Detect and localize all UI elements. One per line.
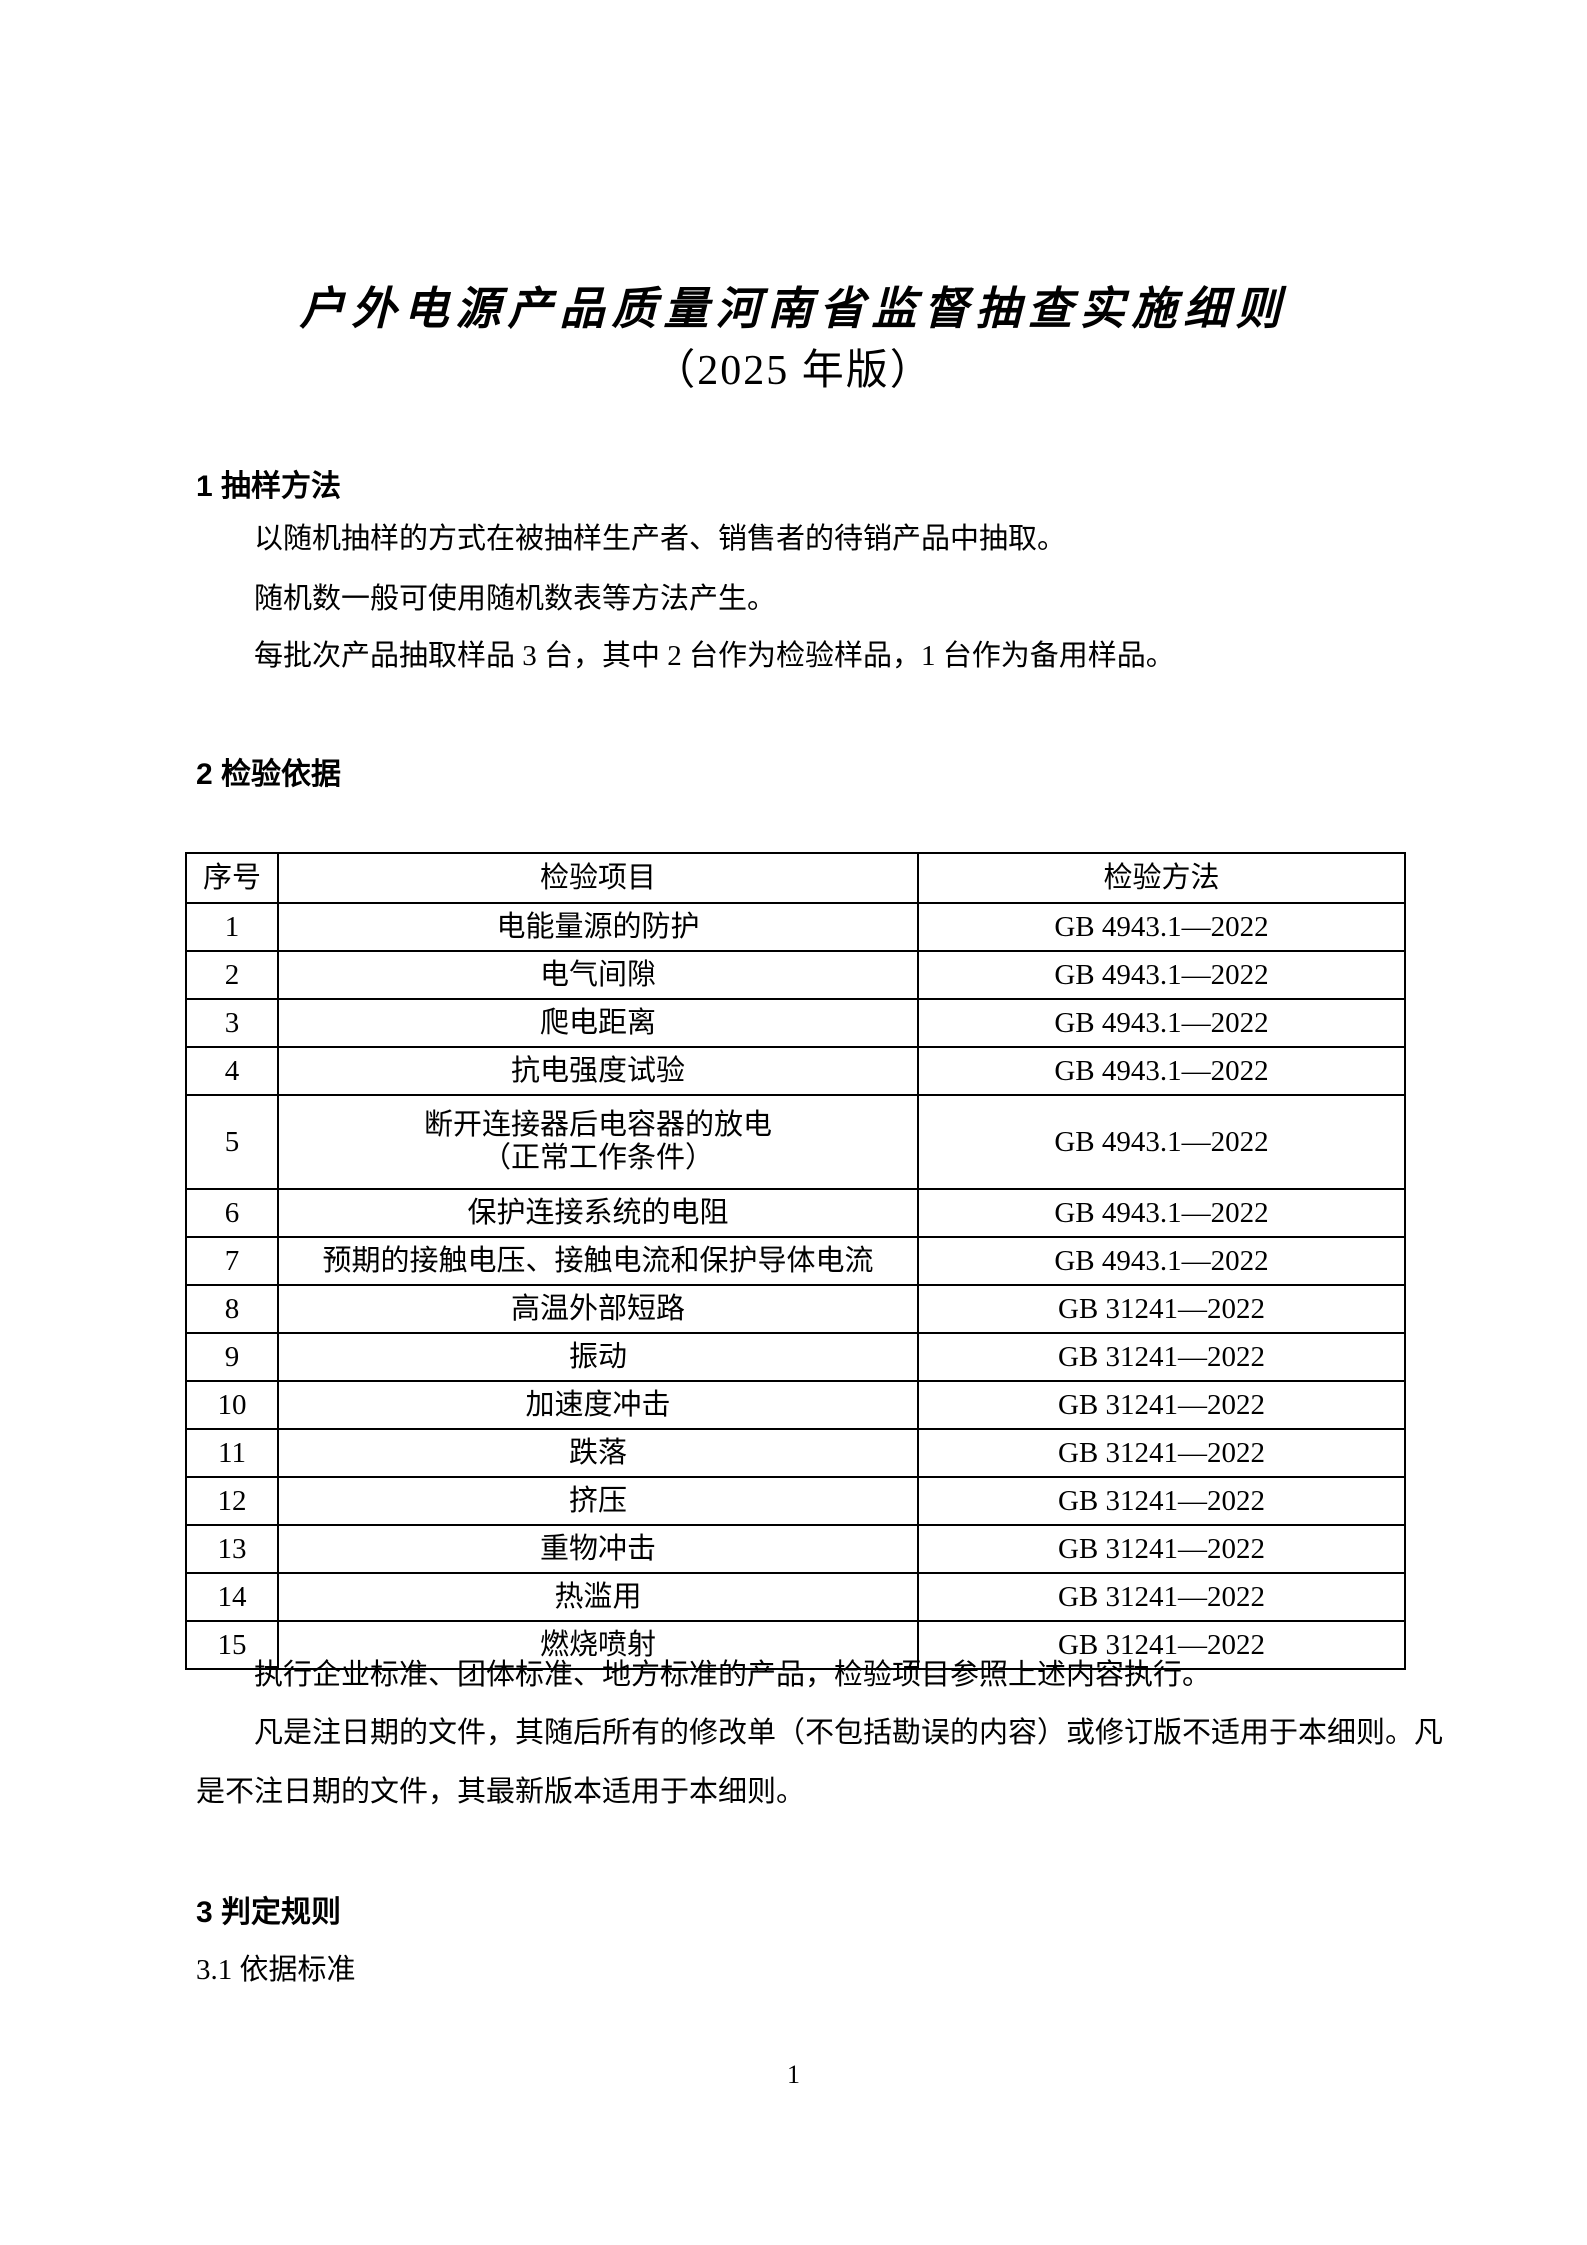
column-header-item: 检验项目 (277, 852, 919, 904)
cell-item: 重物冲击 (277, 1524, 919, 1574)
cell-item: 电能量源的防护 (277, 902, 919, 952)
document-subtitle: （2025 年版） (653, 348, 934, 394)
table-row: 1 电能量源的防护 GB 4943.1—2022 (185, 902, 1406, 952)
header-row: 序号 检验项目 检验方法 (185, 852, 1406, 904)
cell-no: 9 (185, 1332, 279, 1382)
cell-item: 热滥用 (277, 1572, 919, 1622)
cell-method: GB 4943.1—2022 (917, 1188, 1406, 1238)
sampling-paragraph-3: 每批次产品抽取样品 3 台，其中 2 台作为检验样品，1 台作为备用样品。 (254, 640, 1175, 672)
cell-method: GB 31241—2022 (917, 1284, 1406, 1334)
table-row: 13 重物冲击 GB 31241—2022 (185, 1524, 1406, 1574)
cell-method: GB 4943.1—2022 (917, 1094, 1406, 1190)
sampling-paragraph-1: 以随机抽样的方式在被抽样生产者、销售者的待销产品中抽取。 (254, 523, 1067, 555)
inspection-table-header: 序号 检验项目 检验方法 (185, 852, 1406, 904)
cell-method: GB 31241—2022 (917, 1428, 1406, 1478)
cell-item: 抗电强度试验 (277, 1046, 919, 1096)
basis-note-2-line-1: 凡是注日期的文件，其随后所有的修改单（不包括勘误的内容）或修订版不适用于本细则。… (254, 1717, 1444, 1749)
table-row: 3 爬电距离 GB 4943.1—2022 (185, 998, 1406, 1048)
basis-note-1: 执行企业标准、团体标准、地方标准的产品，检验项目参照上述内容执行。 (254, 1659, 1212, 1691)
column-header-method: 检验方法 (917, 852, 1406, 904)
section-1-heading: 1 抽样方法 (196, 470, 342, 503)
table-row: 5 断开连接器后电容器的放电 （正常工作条件） GB 4943.1—2022 (185, 1094, 1406, 1190)
column-header-no: 序号 (185, 852, 279, 904)
section-2-heading: 2 检验依据 (196, 758, 342, 791)
cell-no: 7 (185, 1236, 279, 1286)
cell-item: 保护连接系统的电阻 (277, 1188, 919, 1238)
table-row: 11 跌落 GB 31241—2022 (185, 1428, 1406, 1478)
section-3-heading: 3 判定规则 (196, 1896, 342, 1929)
cell-item: 高温外部短路 (277, 1284, 919, 1334)
table-row: 10 加速度冲击 GB 31241—2022 (185, 1380, 1406, 1430)
cell-method: GB 31241—2022 (917, 1332, 1406, 1382)
table-row: 9 振动 GB 31241—2022 (185, 1332, 1406, 1382)
table-row: 6 保护连接系统的电阻 GB 4943.1—2022 (185, 1188, 1406, 1238)
cell-item: 挤压 (277, 1476, 919, 1526)
cell-no: 14 (185, 1572, 279, 1622)
cell-method: GB 4943.1—2022 (917, 902, 1406, 952)
cell-method: GB 4943.1—2022 (917, 1236, 1406, 1286)
cell-no: 2 (185, 950, 279, 1000)
cell-item: 爬电距离 (277, 998, 919, 1048)
cell-no: 15 (185, 1620, 279, 1670)
sampling-paragraph-2: 随机数一般可使用随机数表等方法产生。 (254, 583, 777, 615)
cell-method: GB 31241—2022 (917, 1620, 1406, 1670)
cell-item: 预期的接触电压、接触电流和保护导体电流 (277, 1236, 919, 1286)
cell-method: GB 31241—2022 (917, 1380, 1406, 1430)
cell-method: GB 31241—2022 (917, 1572, 1406, 1622)
cell-no: 5 (185, 1094, 279, 1190)
cell-method: GB 4943.1—2022 (917, 998, 1406, 1048)
table-row: 15 燃烧喷射 GB 31241—2022 (185, 1620, 1406, 1670)
cell-no: 4 (185, 1046, 279, 1096)
cell-no: 10 (185, 1380, 279, 1430)
table-row: 12 挤压 GB 31241—2022 (185, 1476, 1406, 1526)
cell-no: 6 (185, 1188, 279, 1238)
document-title: 户外电源产品质量河南省监督抽查实施细则 (299, 284, 1288, 334)
cell-no: 13 (185, 1524, 279, 1574)
cell-item: 电气间隙 (277, 950, 919, 1000)
cell-item: 燃烧喷射 (277, 1620, 919, 1670)
cell-item: 加速度冲击 (277, 1380, 919, 1430)
table-row: 4 抗电强度试验 GB 4943.1—2022 (185, 1046, 1406, 1096)
cell-method: GB 4943.1—2022 (917, 950, 1406, 1000)
cell-item: 振动 (277, 1332, 919, 1382)
cell-method: GB 31241—2022 (917, 1524, 1406, 1574)
table-row: 8 高温外部短路 GB 31241—2022 (185, 1284, 1406, 1334)
cell-method: GB 31241—2022 (917, 1476, 1406, 1526)
section-3-1-subheading: 3.1 依据标准 (196, 1954, 356, 1986)
table-row: 14 热滥用 GB 31241—2022 (185, 1572, 1406, 1622)
cell-item: 断开连接器后电容器的放电 （正常工作条件） (277, 1094, 919, 1190)
cell-method: GB 4943.1—2022 (917, 1046, 1406, 1096)
basis-note-2-line-2: 是不注日期的文件，其最新版本适用于本细则。 (196, 1776, 806, 1808)
table-row: 7 预期的接触电压、接触电流和保护导体电流 GB 4943.1—2022 (185, 1236, 1406, 1286)
cell-no: 3 (185, 998, 279, 1048)
inspection-table-body: 1 电能量源的防护 GB 4943.1—2022 2 电气间隙 GB 4943.1—202… (185, 902, 1406, 1670)
cell-item: 跌落 (277, 1428, 919, 1478)
cell-no: 8 (185, 1284, 279, 1334)
table-row: 2 电气间隙 GB 4943.1—2022 (185, 950, 1406, 1000)
cell-no: 1 (185, 902, 279, 952)
page-number: 1 (787, 2060, 800, 2089)
cell-no: 12 (185, 1476, 279, 1526)
inspection-table: 序号 检验项目 检验方法 1 电能量源的防护 GB 4943.1—2022 2 电气间隙… (185, 852, 1406, 1670)
cell-no: 11 (185, 1428, 279, 1478)
